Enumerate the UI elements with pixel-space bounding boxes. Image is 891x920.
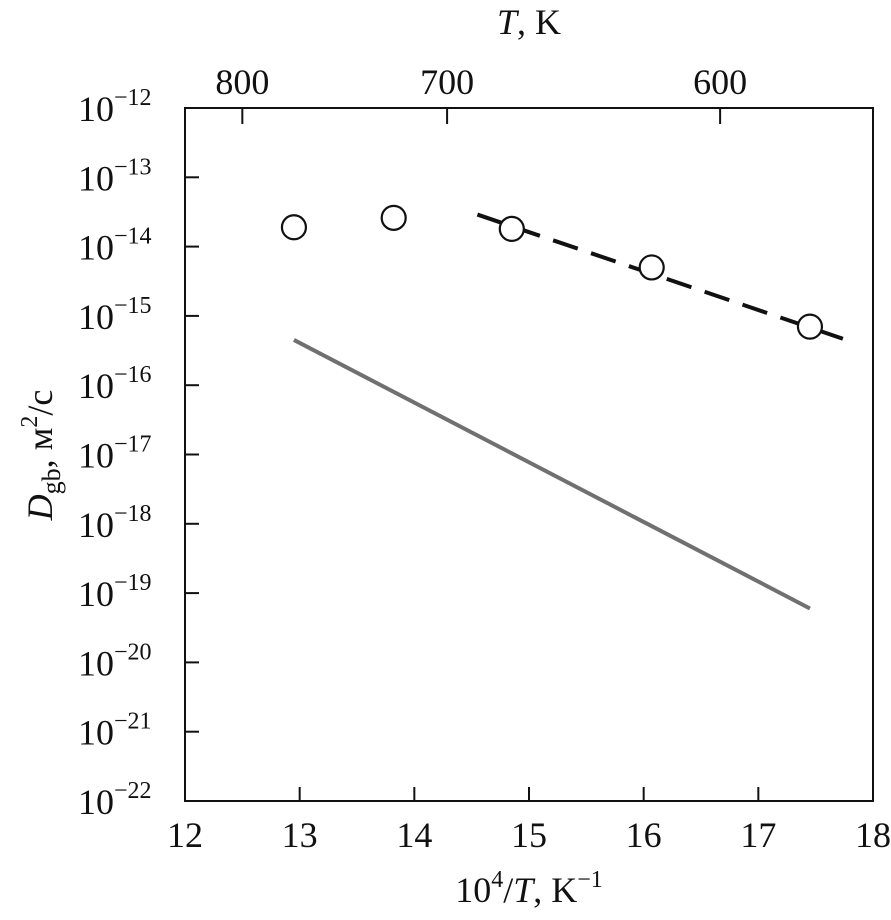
x-tick-label: 13 (282, 815, 318, 855)
y-tick-label-exponent: −13 (114, 154, 152, 180)
x-axis-title-var: T (513, 870, 536, 910)
x-axis-title: 104/T, K−1 (455, 867, 603, 910)
x-axis-title-base: 10 (455, 870, 491, 910)
y-tick-label-base: 10 (78, 297, 114, 337)
y-tick-label-base: 10 (78, 89, 114, 129)
y-tick-label-base: 10 (78, 228, 114, 268)
y-tick-label-base: 10 (78, 574, 114, 614)
y-tick-label-exponent: −22 (114, 778, 152, 804)
top-tick-label: 800 (215, 62, 269, 102)
x-tick-label: 14 (396, 815, 432, 855)
y-tick-label-base: 10 (78, 505, 114, 545)
y-tick-label-exponent: −20 (114, 639, 152, 665)
x-tick-label: 12 (167, 815, 203, 855)
top-tick-label: 600 (693, 62, 747, 102)
top-axis-ticks: 800 700 600 (215, 62, 747, 124)
top-tick-label: 700 (420, 62, 474, 102)
y-tick-label-exponent: −17 (114, 432, 152, 458)
y-tick-label-exponent: −18 (114, 501, 152, 527)
top-axis-title-unit: , K (517, 2, 561, 42)
y-axis-title-unit-tail: /c (20, 390, 60, 416)
y-tick-label: 10−13 (78, 154, 152, 198)
x-tick-label: 18 (855, 815, 891, 855)
x-tick-label: 17 (740, 815, 776, 855)
y-tick-label-exponent: −12 (114, 85, 152, 111)
y-axis-title-unit: , м (20, 428, 60, 469)
y-tick-label: 10−19 (78, 570, 152, 614)
y-tick-label-base: 10 (78, 366, 114, 406)
x-tick-label: 16 (626, 815, 662, 855)
y-tick-label-base: 10 (78, 436, 114, 476)
y-axis-title-var: D (20, 494, 60, 521)
x-axis-title-unit-sup: −1 (577, 867, 603, 893)
data-point (280, 214, 308, 241)
plot-frame (184, 107, 874, 802)
data-point (380, 204, 407, 231)
series-layer (280, 204, 845, 611)
left-axis-ticks: 10−1210−1310−1410−1510−1610−1710−1810−19… (78, 85, 199, 822)
top-axis-title-var: T (497, 2, 520, 42)
data-point (638, 254, 665, 281)
y-tick-label: 10−20 (78, 639, 152, 683)
y-tick-label-exponent: −19 (114, 570, 152, 596)
y-tick-label: 10−18 (78, 501, 152, 545)
bottom-axis-ticks: 12 13 14 15 16 17 18 (167, 787, 891, 855)
dashed-fit-line (476, 212, 845, 342)
top-axis-title: T, K (497, 2, 561, 42)
y-tick-label-base: 10 (78, 713, 114, 753)
x-axis-title-unit: , K (533, 870, 577, 910)
y-tick-label-exponent: −21 (114, 709, 152, 735)
y-tick-label-exponent: −15 (114, 293, 152, 319)
y-tick-label-base: 10 (78, 782, 114, 822)
y-tick-label: 10−12 (78, 85, 152, 129)
y-tick-label-exponent: −14 (114, 224, 152, 250)
x-tick-label: 15 (511, 815, 547, 855)
y-tick-label: 10−17 (78, 432, 152, 476)
y-axis-title: Dgb, м2/c (17, 390, 66, 522)
y-tick-label-exponent: −16 (114, 362, 152, 388)
y-tick-label: 10−15 (78, 293, 152, 337)
y-tick-label-base: 10 (78, 643, 114, 683)
y-axis-title-sub: gb (37, 468, 66, 494)
y-tick-label: 10−14 (78, 224, 152, 268)
x-axis-title-sup: 4 (491, 867, 503, 893)
data-point (498, 215, 525, 243)
solid-reference-line (293, 338, 811, 611)
y-tick-label: 10−16 (78, 362, 152, 406)
x-axis-title-slash: / (503, 870, 513, 910)
y-tick-label: 10−21 (78, 709, 152, 753)
y-tick-label-base: 10 (78, 158, 114, 198)
data-point (796, 313, 824, 340)
y-axis-title-unit-sup: 2 (17, 416, 43, 428)
y-tick-label: 10−22 (78, 778, 152, 822)
